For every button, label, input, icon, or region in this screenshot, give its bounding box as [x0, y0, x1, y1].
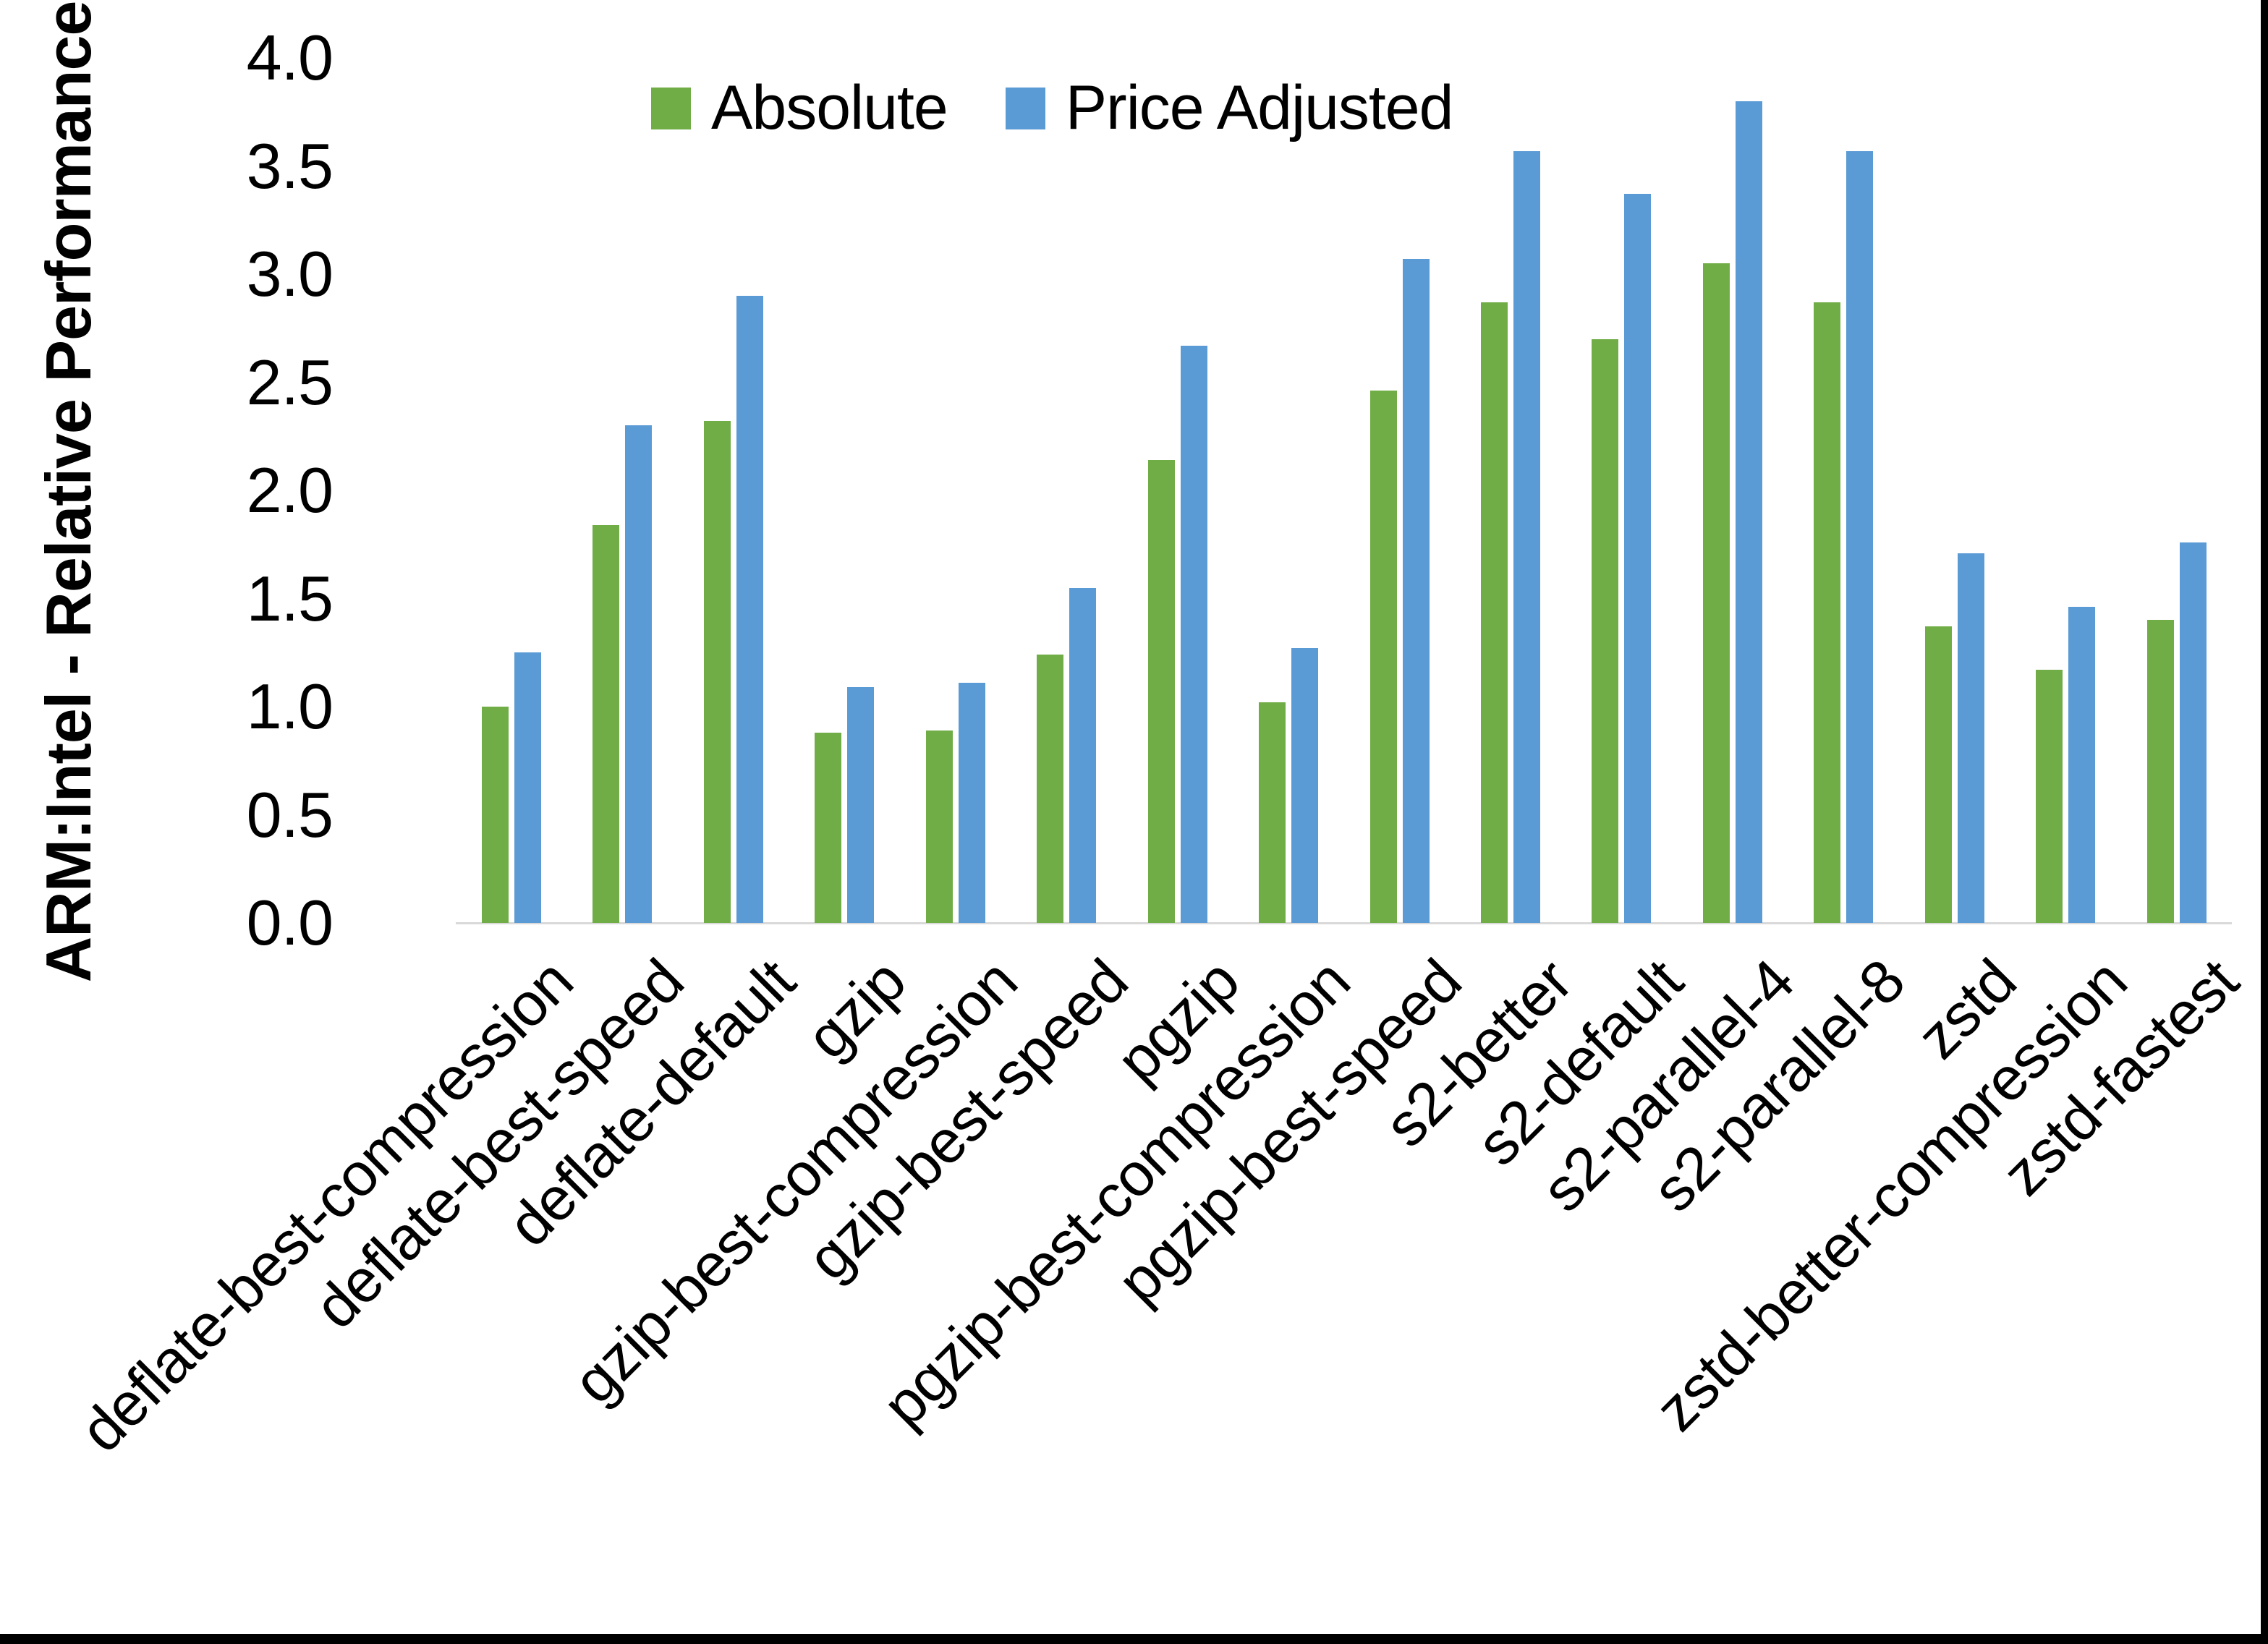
bar-absolute-zstd-fastest: [2146, 620, 2174, 923]
legend-item-price-adjusted: Price Adjusted: [1005, 72, 1454, 144]
y-tick-label: 3.0: [246, 238, 334, 310]
bar-price-adjusted-s2-parallel-8: [1846, 150, 1874, 923]
y-tick-label: 0.5: [246, 778, 334, 851]
bar-absolute-deflate-default: [703, 421, 731, 923]
bar-absolute-pgzip-best-compression: [1259, 702, 1286, 923]
bar-price-adjusted-pgzip-best-compression: [1291, 648, 1319, 923]
bar-price-adjusted-pgzip-best-speed: [1402, 259, 1430, 923]
bar-price-adjusted-s2-better: [1513, 150, 1540, 923]
bar-absolute-s2-better: [1480, 302, 1508, 923]
bar-absolute-deflate-best-speed: [593, 524, 620, 923]
legend-swatch-absolute-icon: [651, 87, 691, 129]
bar-price-adjusted-pgzip: [1180, 345, 1207, 923]
bar-absolute-s2-parallel-4: [1702, 263, 1730, 923]
bar-price-adjusted-s2-parallel-4: [1735, 101, 1762, 923]
legend-label-absolute: Absolute: [711, 73, 948, 142]
bar-price-adjusted-zstd-fastest: [2179, 542, 2207, 923]
bar-absolute-pgzip-best-speed: [1369, 391, 1397, 923]
bar-price-adjusted-deflate-best-speed: [625, 425, 653, 923]
bar-price-adjusted-gzip-best-compression: [958, 683, 985, 923]
bar-absolute-gzip: [815, 732, 842, 923]
bar-price-adjusted-gzip: [847, 687, 875, 923]
bar-absolute-gzip-best-compression: [925, 730, 953, 923]
bar-absolute-s2-default: [1592, 338, 1619, 923]
bar-price-adjusted-deflate-default: [736, 295, 763, 923]
bar-absolute-gzip-best-speed: [1037, 655, 1064, 923]
bar-price-adjusted-zstd-better-compression: [2068, 607, 2096, 923]
legend: Absolute Price Adjusted: [651, 72, 1453, 144]
legend-swatch-price-adjusted-icon: [1005, 87, 1045, 129]
bar-absolute-zstd-better-compression: [2036, 670, 2063, 923]
bar-price-adjusted-deflate-best-compression: [514, 652, 541, 923]
bar-absolute-s2-parallel-8: [1814, 302, 1841, 923]
x-axis-line: [456, 922, 2232, 924]
y-tick-label: 2.0: [246, 454, 334, 526]
legend-label-price-adjusted: Price Adjusted: [1065, 73, 1454, 142]
y-tick-label: 0.0: [246, 887, 334, 958]
bar-price-adjusted-gzip-best-speed: [1069, 587, 1097, 923]
bar-absolute-zstd: [1924, 626, 1952, 923]
y-tick-label: 2.5: [246, 346, 334, 418]
bar-price-adjusted-zstd: [1957, 553, 1984, 923]
y-tick-label: 4.0: [246, 22, 334, 93]
bar-absolute-deflate-best-compression: [482, 707, 509, 923]
y-tick-label: 1.5: [246, 562, 334, 634]
y-tick-label: 1.0: [246, 670, 334, 742]
y-tick-label: 3.5: [246, 129, 334, 202]
legend-item-absolute: Absolute: [651, 72, 948, 144]
bar-absolute-pgzip: [1147, 460, 1175, 923]
bar-price-adjusted-s2-default: [1624, 194, 1652, 923]
